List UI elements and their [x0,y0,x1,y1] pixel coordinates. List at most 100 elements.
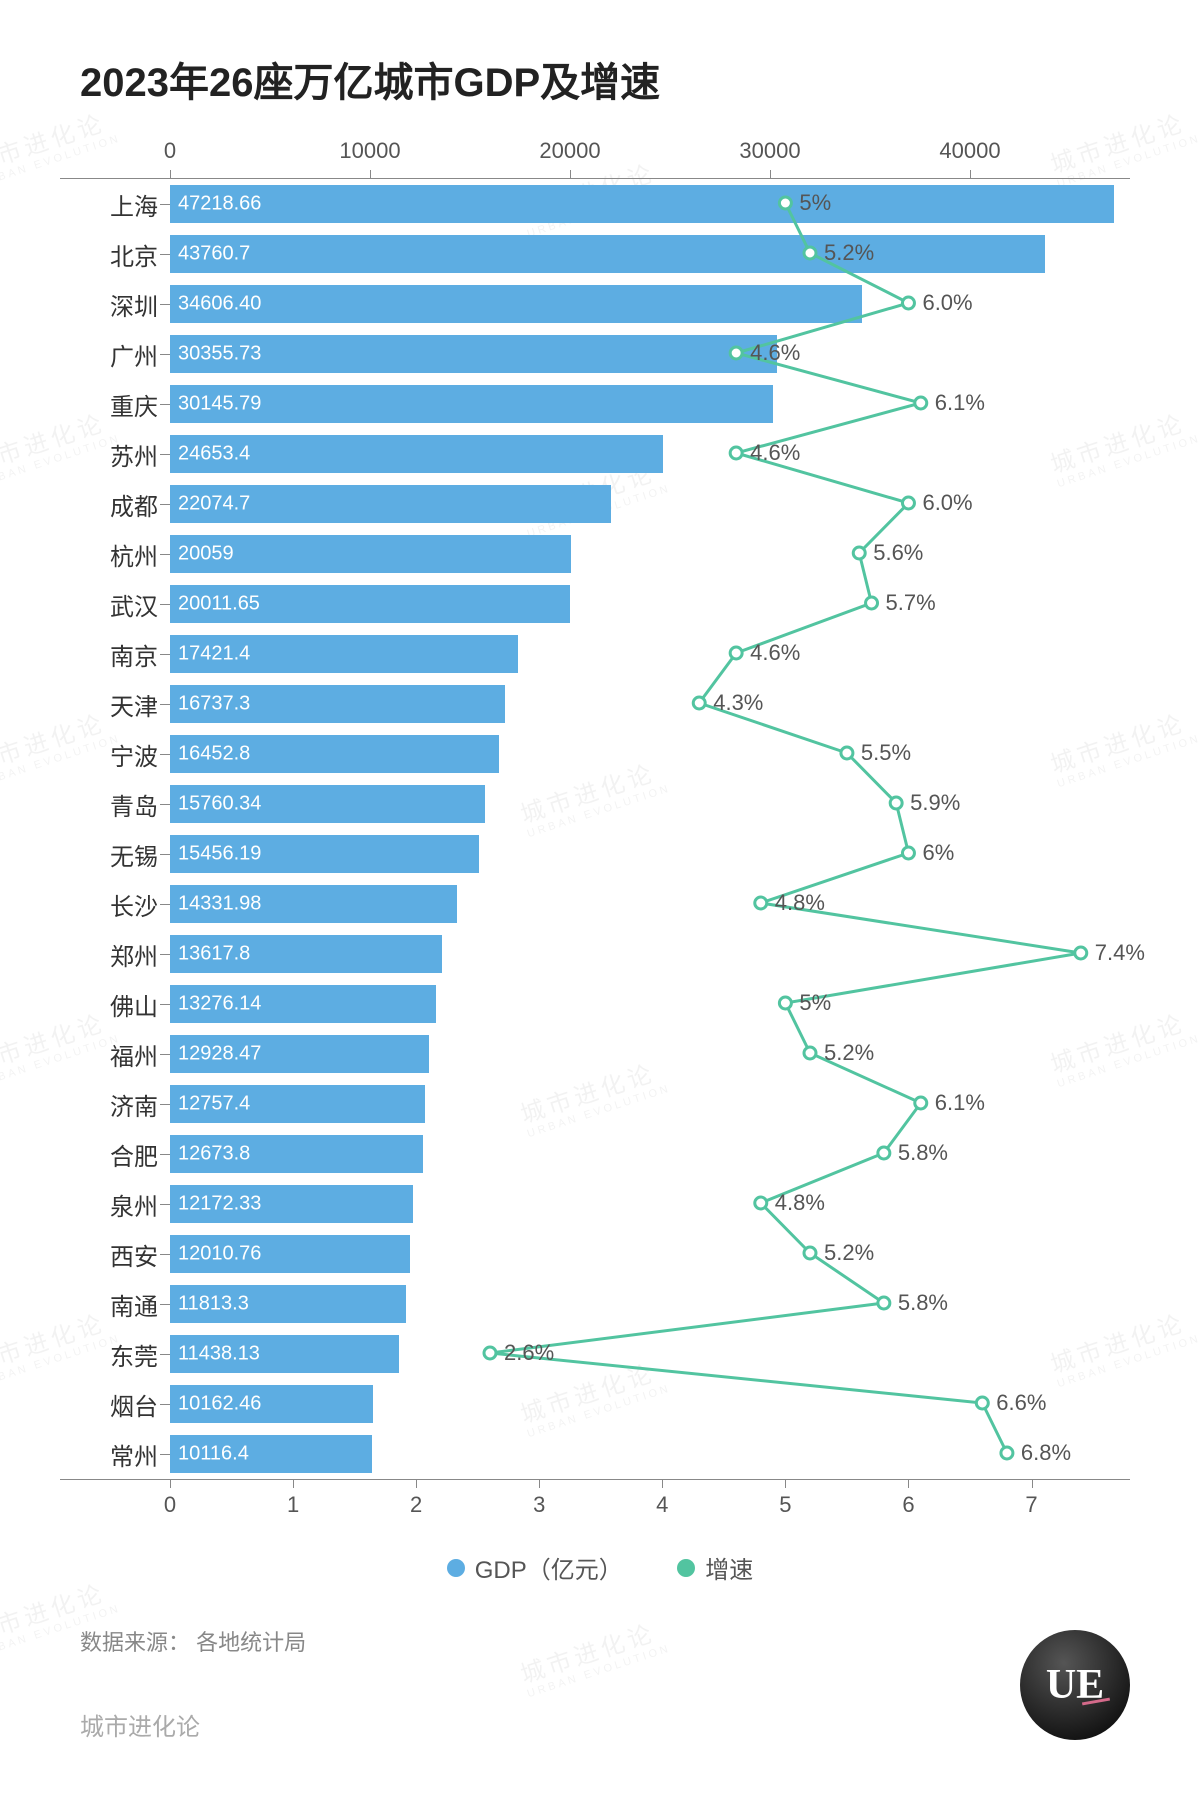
city-label: 郑州 [60,937,160,972]
top-tick-label: 10000 [339,138,400,164]
city-label: 北京 [60,237,160,272]
city-label: 泉州 [60,1187,160,1222]
gdp-bar: 22074.7 [170,485,611,523]
gdp-bar: 17421.4 [170,635,518,673]
city-label: 杭州 [60,537,160,572]
data-row: 南京17421.4 [60,629,1130,679]
gdp-bar: 11438.13 [170,1335,399,1373]
gdp-value: 15760.34 [178,793,261,816]
source-label: 数据来源： [80,1630,190,1655]
city-label: 成都 [60,487,160,522]
data-row: 上海47218.66 [60,179,1130,229]
gdp-bar: 20011.65 [170,585,570,623]
gdp-bar: 30355.73 [170,335,777,373]
brand-name: 城市进化论 [60,1707,1140,1742]
city-label: 苏州 [60,437,160,472]
bottom-tick-label: 1 [287,1492,299,1518]
bottom-tick-label: 6 [902,1492,914,1518]
gdp-bar: 12172.33 [170,1185,413,1223]
gdp-value: 12172.33 [178,1193,261,1216]
data-row: 烟台10162.46 [60,1379,1130,1429]
legend-dot-growth [677,1559,695,1577]
legend-gdp: GDP（亿元） [447,1550,623,1585]
gdp-value: 16737.3 [178,693,250,716]
city-label: 长沙 [60,887,160,922]
gdp-value: 11813.3 [178,1293,249,1316]
legend-label-gdp: GDP（亿元） [475,1550,623,1585]
top-axis: 010000200003000040000 [170,138,1130,178]
data-row: 福州12928.47 [60,1029,1130,1079]
city-label: 常州 [60,1437,160,1472]
legend-growth: 增速 [677,1550,753,1585]
bottom-tick-label: 0 [164,1492,176,1518]
city-label: 深圳 [60,287,160,322]
top-tick-label: 0 [164,138,176,164]
data-row: 广州 30355.73 [60,329,1130,379]
data-row: 常州 10116.4 [60,1429,1130,1479]
gdp-bar: 13617.8 [170,935,442,973]
city-label: 青岛 [60,787,160,822]
data-row: 合肥12673.8 [60,1129,1130,1179]
chart-rows: 上海47218.66北京43760.7深圳34606.40广州30355.73重… [60,178,1130,1480]
gdp-bar: 12673.8 [170,1135,423,1173]
gdp-bar: 15760.34 [170,785,485,823]
gdp-bar: 16737.3 [170,685,505,723]
data-row: 佛山 13276.14 [60,979,1130,1029]
data-source: 数据来源： 各地统计局 [60,1625,1140,1657]
gdp-value: 12673.8 [178,1143,250,1166]
chart-title: 2023年26座万亿城市GDP及增速 [60,50,1140,108]
gdp-value: 20011.65 [178,593,260,616]
gdp-bar: 10162.46 [170,1385,373,1423]
gdp-value: 43760.7 [178,243,250,266]
gdp-bar: 20059 [170,535,571,573]
source-value: 各地统计局 [196,1630,306,1655]
gdp-bar: 12010.76 [170,1235,410,1273]
bottom-tick-label: 3 [533,1492,545,1518]
city-label: 宁波 [60,737,160,772]
city-label: 佛山 [60,987,160,1022]
data-row: 成都 22074.7 [60,479,1130,529]
gdp-value: 11438.13 [178,1343,260,1366]
gdp-bar: 16452.8 [170,735,499,773]
gdp-value: 14331.98 [178,893,261,916]
gdp-bar: 14331.98 [170,885,457,923]
bottom-tick-label: 2 [410,1492,422,1518]
city-label: 东莞 [60,1337,160,1372]
data-row: 长沙 14331.98 [60,879,1130,929]
chart: 010000200003000040000 上海47218.66北京43760.… [60,138,1140,1530]
city-label: 广州 [60,337,160,372]
bottom-tick-label: 5 [779,1492,791,1518]
city-label: 南通 [60,1287,160,1322]
logo-text: UE [1046,1661,1104,1709]
data-row: 杭州 20059 [60,529,1130,579]
data-row: 无锡15456.19 [60,829,1130,879]
city-label: 福州 [60,1037,160,1072]
data-row: 南通 11813.3 [60,1279,1130,1329]
gdp-value: 10116.4 [178,1443,249,1466]
data-row: 重庆30145.79 [60,379,1130,429]
bottom-tick-label: 7 [1025,1492,1037,1518]
brand-logo: UE [1020,1630,1130,1740]
gdp-value: 16452.8 [178,743,250,766]
gdp-value: 10162.46 [178,1393,261,1416]
data-row: 天津 16737.3 [60,679,1130,729]
city-label: 天津 [60,687,160,722]
data-row: 东莞 11438.13 [60,1329,1130,1379]
data-row: 苏州 24653.4 [60,429,1130,479]
gdp-bar: 24653.4 [170,435,663,473]
gdp-value: 15456.19 [178,843,261,866]
top-tick-label: 20000 [539,138,600,164]
gdp-bar: 13276.14 [170,985,436,1023]
data-row: 青岛 15760.34 [60,779,1130,829]
data-row: 北京 43760.7 [60,229,1130,279]
gdp-value: 13617.8 [178,943,250,966]
legend: GDP（亿元） 增速 [60,1550,1140,1585]
gdp-bar: 15456.19 [170,835,479,873]
legend-label-growth: 增速 [705,1550,753,1585]
data-row: 宁波 16452.8 [60,729,1130,779]
gdp-value: 30145.79 [178,393,261,416]
gdp-value: 12010.76 [178,1243,261,1266]
city-label: 济南 [60,1087,160,1122]
gdp-bar: 47218.66 [170,185,1114,223]
gdp-value: 30355.73 [178,343,261,366]
